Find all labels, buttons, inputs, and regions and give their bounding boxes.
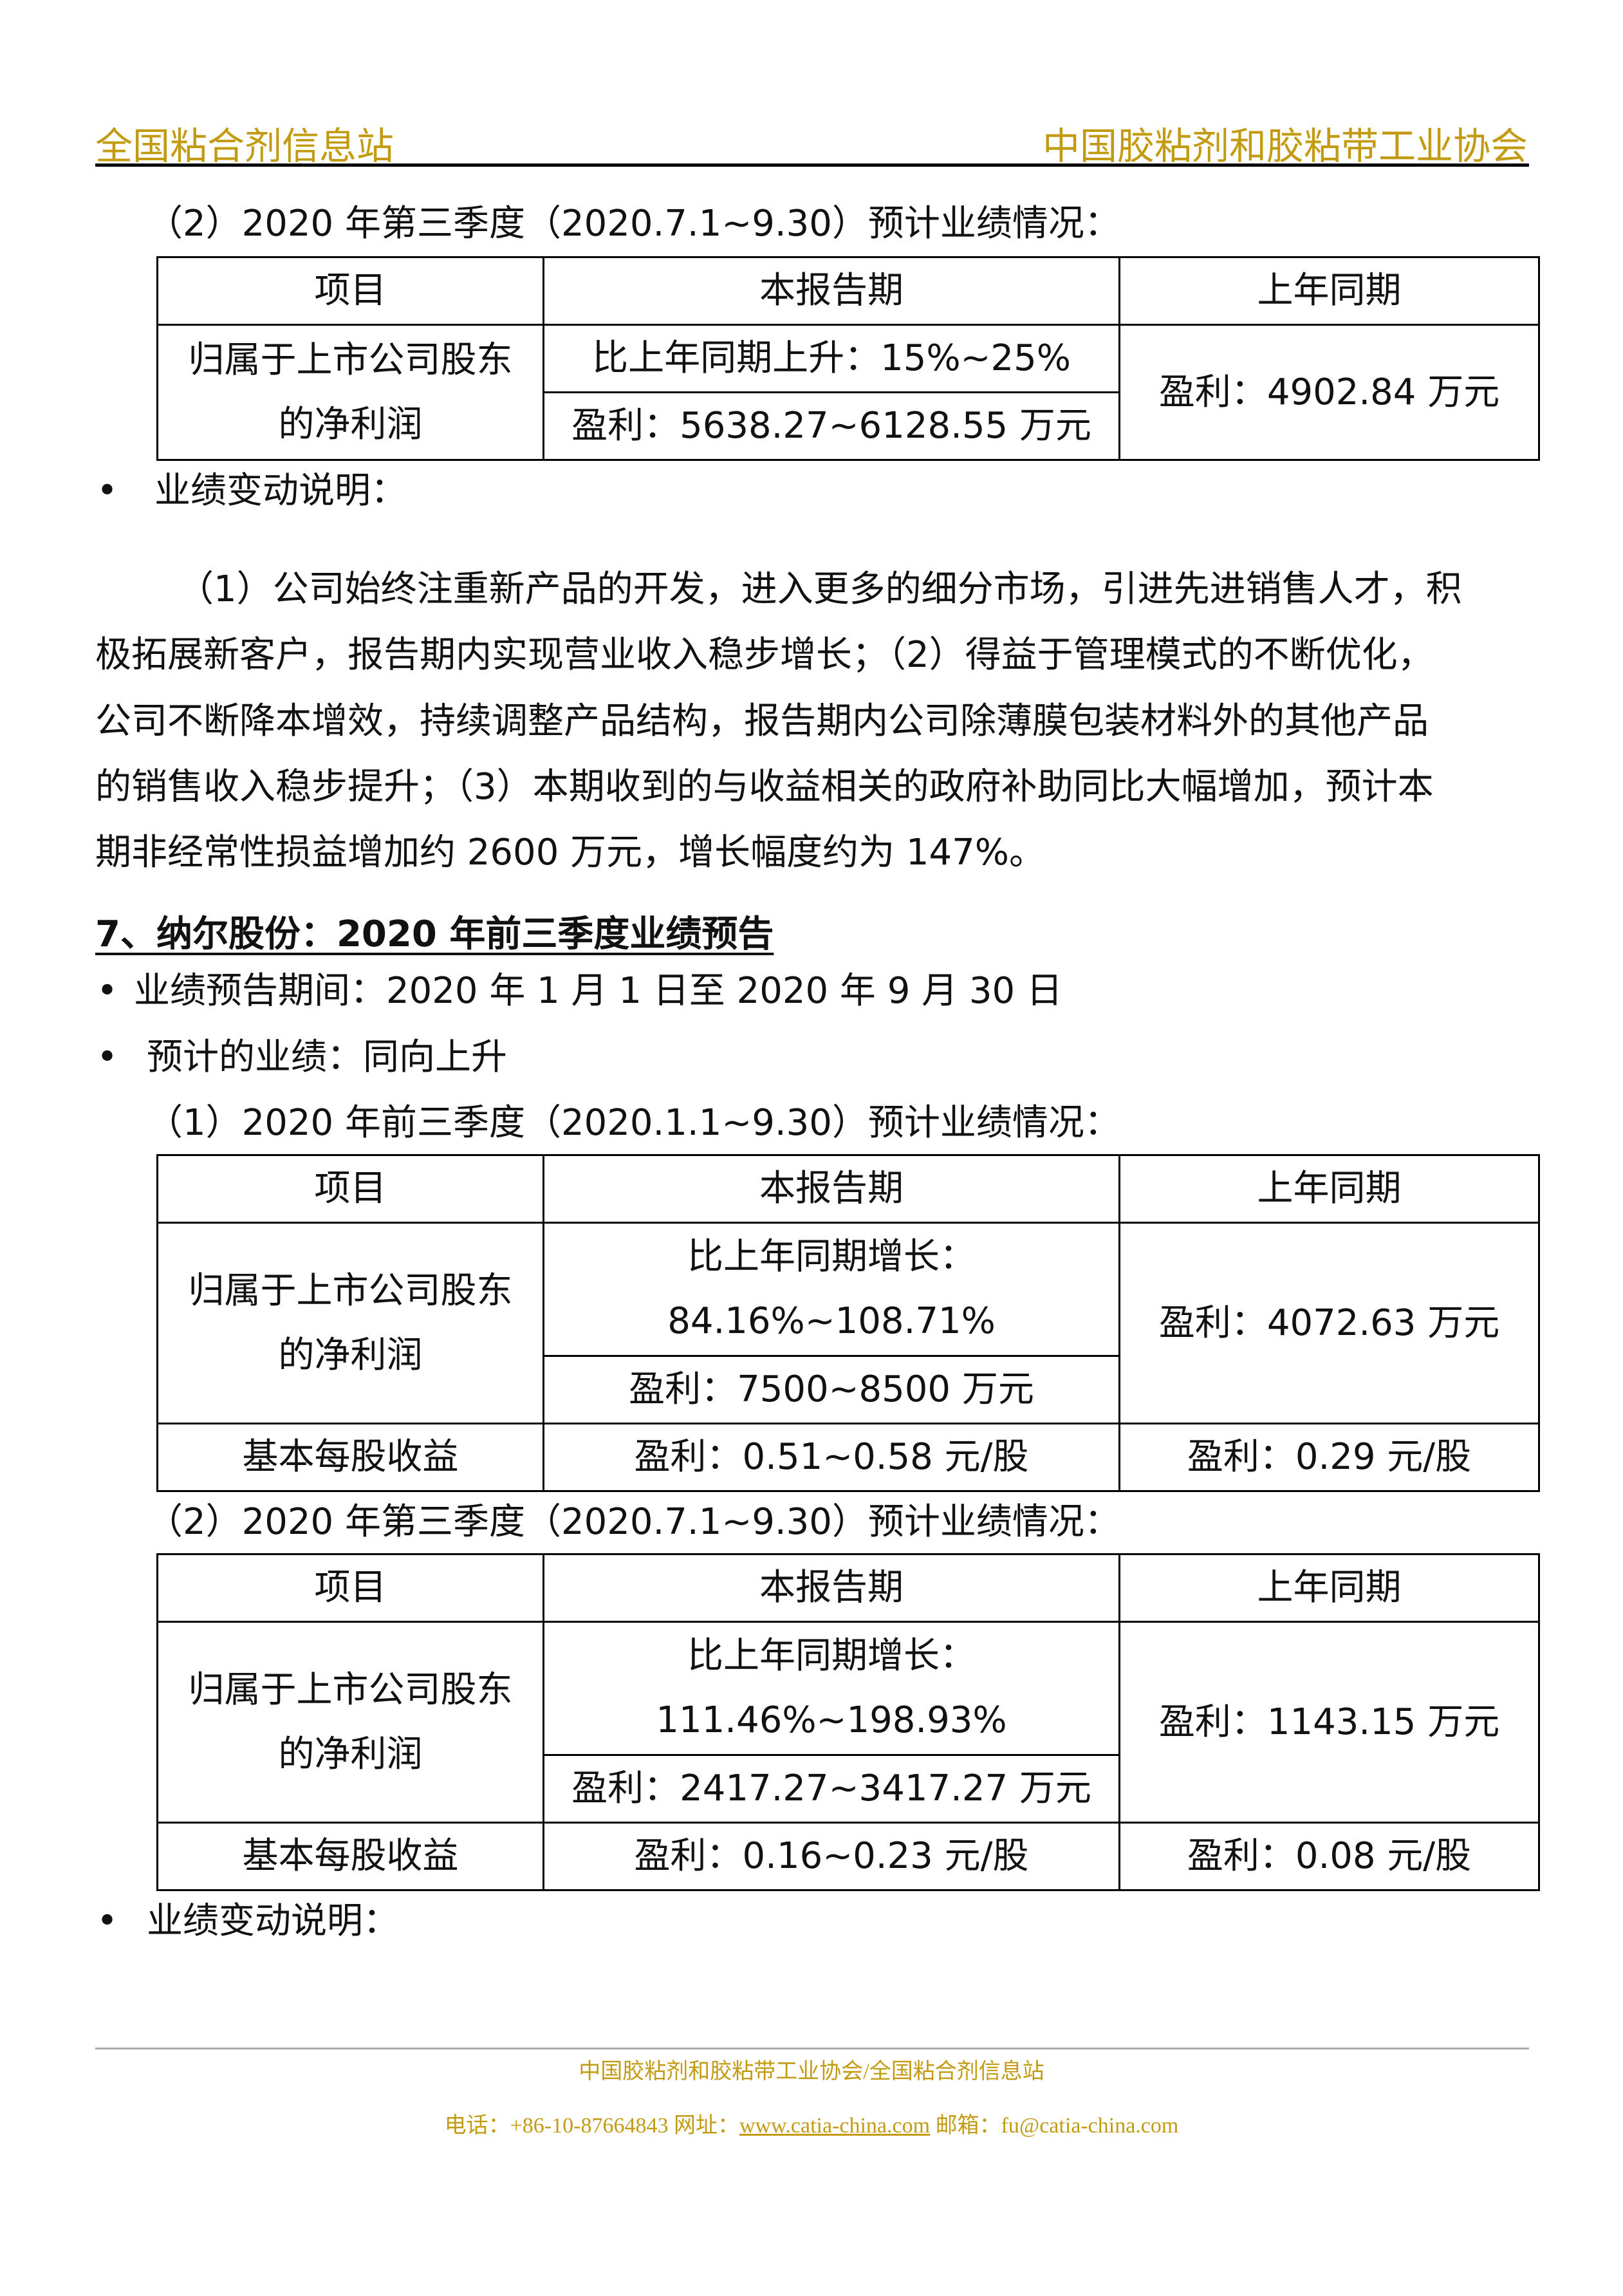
footer-divider — [95, 2048, 1529, 2049]
current-change: 比上年同期增长： 84.16%~108.71% — [543, 1222, 1120, 1357]
bullet-icon: • — [97, 970, 118, 1012]
eps-current: 盈利：0.16~0.23 元/股 — [543, 1822, 1120, 1891]
ytd-forecast-table: 项目 本报告期 上年同期 归属于上市公司股东 的净利润 比上年同期增长： 84.16… — [156, 1154, 1540, 1492]
row-label: 归属于上市公司股东 的净利润 — [156, 1222, 544, 1424]
explanation-paragraph: （1）公司始终注重新产品的开发，进入更多的细分市场，引进先进销售人才，积 极拓展… — [95, 568, 1462, 874]
header-cell: 项目 — [156, 1154, 544, 1224]
header-cell: 上年同期 — [1118, 1553, 1540, 1623]
header-divider — [95, 163, 1529, 167]
footer-org: 中国胶粘剂和胶粘带工业协会/全国粘合剂信息站 — [579, 2060, 1044, 2084]
header-cell: 本报告期 — [543, 1553, 1120, 1623]
header-right-title: 中国胶粘剂和胶粘带工业协会 — [1042, 124, 1528, 168]
section-subtitle: （2）2020 年第三季度（2020.7.1~9.30）预计业绩情况： — [147, 203, 1120, 245]
previous-value: 盈利：4902.84 万元 — [1118, 324, 1540, 461]
bullet-text: 业绩变动说明： — [154, 470, 407, 512]
header-left-title: 全国粘合剂信息站 — [95, 124, 394, 168]
previous-value: 盈利：4072.63 万元 — [1118, 1222, 1540, 1424]
current-change: 比上年同期上升：15%~25% — [543, 324, 1120, 393]
section-heading: 7、纳尔股份：2020 年前三季度业绩预告 — [95, 913, 774, 955]
current-profit: 盈利：7500~8500 万元 — [543, 1355, 1120, 1424]
header-cell: 本报告期 — [543, 256, 1120, 326]
q3-forecast-table-2: 项目 本报告期 上年同期 归属于上市公司股东 的净利润 比上年同期增长： 111.4… — [156, 1553, 1540, 1891]
website-link[interactable]: www.catia-china.com — [739, 2114, 931, 2138]
bullet-text: 业绩预告期间：2020 年 1 月 1 日至 2020 年 9 月 30 日 — [134, 970, 1062, 1012]
bullet-icon: • — [97, 1900, 118, 1942]
header-cell: 项目 — [156, 256, 544, 326]
current-change: 比上年同期增长： 111.46%~198.93% — [543, 1621, 1120, 1756]
section-subtitle: （2）2020 年第三季度（2020.7.1~9.30）预计业绩情况： — [147, 1501, 1120, 1543]
current-profit: 盈利：2417.27~3417.27 万元 — [543, 1754, 1120, 1824]
current-profit: 盈利：5638.27~6128.55 万元 — [543, 391, 1120, 461]
bullet-text: 预计的业绩：同向上升 — [147, 1036, 507, 1078]
header-cell: 项目 — [156, 1553, 544, 1623]
header-cell: 上年同期 — [1118, 256, 1540, 326]
eps-previous: 盈利：0.08 元/股 — [1118, 1822, 1540, 1891]
row-label: 归属于上市公司股东 的净利润 — [156, 1621, 544, 1824]
header-cell: 上年同期 — [1118, 1154, 1540, 1224]
eps-current: 盈利：0.51~0.58 元/股 — [543, 1423, 1120, 1492]
eps-label: 基本每股收益 — [156, 1822, 544, 1891]
footer-contact: 电话：+86-10-87664843 网址：www.catia-china.co… — [444, 2114, 1179, 2138]
previous-value: 盈利：1143.15 万元 — [1118, 1621, 1540, 1824]
row-label: 归属于上市公司股东 的净利润 — [156, 324, 544, 461]
bullet-text: 业绩变动说明： — [147, 1900, 399, 1942]
eps-label: 基本每股收益 — [156, 1423, 544, 1492]
q3-forecast-table: 项目 本报告期 上年同期 归属于上市公司股东 的净利润 比上年同期上升：15%~2… — [156, 256, 1540, 461]
bullet-icon: • — [97, 1036, 118, 1078]
bullet-icon: • — [97, 470, 118, 512]
eps-previous: 盈利：0.29 元/股 — [1118, 1423, 1540, 1492]
section-subtitle: （1）2020 年前三季度（2020.1.1~9.30）预计业绩情况： — [147, 1102, 1120, 1144]
header-cell: 本报告期 — [543, 1154, 1120, 1224]
